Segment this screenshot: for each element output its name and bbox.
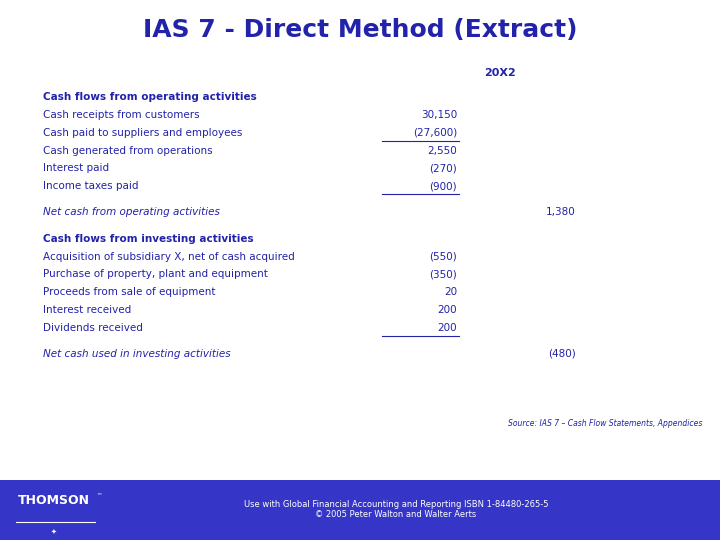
Text: THOMSON: THOMSON [18, 494, 90, 507]
Text: 20: 20 [444, 287, 457, 297]
Text: (900): (900) [430, 181, 457, 191]
Text: Cash flows from investing activities: Cash flows from investing activities [43, 234, 254, 244]
Text: Proceeds from sale of equipment: Proceeds from sale of equipment [43, 287, 216, 297]
Text: IAS 7 - Direct Method (Extract): IAS 7 - Direct Method (Extract) [143, 18, 577, 42]
Text: 30,150: 30,150 [421, 110, 457, 120]
Text: Net cash used in investing activities: Net cash used in investing activities [43, 349, 231, 359]
Text: 200: 200 [438, 323, 457, 333]
Text: 1,380: 1,380 [546, 207, 576, 217]
Text: Income taxes paid: Income taxes paid [43, 181, 139, 191]
Text: Dividends received: Dividends received [43, 323, 143, 333]
Text: ✦: ✦ [51, 529, 57, 535]
Text: Interest paid: Interest paid [43, 164, 109, 173]
Text: Interest received: Interest received [43, 305, 132, 315]
Text: 200: 200 [438, 305, 457, 315]
FancyBboxPatch shape [0, 480, 720, 540]
Text: (480): (480) [548, 349, 576, 359]
Text: ™: ™ [96, 494, 102, 499]
Text: Cash receipts from customers: Cash receipts from customers [43, 110, 200, 120]
Text: Source: IAS 7 – Cash Flow Statements, Appendices: Source: IAS 7 – Cash Flow Statements, Ap… [508, 420, 702, 428]
Text: 20X2: 20X2 [485, 68, 516, 78]
Text: Cash flows from operating activities: Cash flows from operating activities [43, 92, 257, 102]
Text: 2,550: 2,550 [428, 146, 457, 156]
Text: Cash paid to suppliers and employees: Cash paid to suppliers and employees [43, 128, 243, 138]
Text: Net cash from operating activities: Net cash from operating activities [43, 207, 220, 217]
Text: (550): (550) [429, 252, 457, 261]
Text: Acquisition of subsidiary X, net of cash acquired: Acquisition of subsidiary X, net of cash… [43, 252, 295, 261]
Text: (350): (350) [429, 269, 457, 279]
Text: (27,600): (27,600) [413, 128, 457, 138]
Text: (270): (270) [429, 164, 457, 173]
Text: Cash generated from operations: Cash generated from operations [43, 146, 213, 156]
Text: Use with Global Financial Accounting and Reporting ISBN 1-84480-265-5
© 2005 Pet: Use with Global Financial Accounting and… [244, 500, 548, 519]
Text: Purchase of property, plant and equipment: Purchase of property, plant and equipmen… [43, 269, 268, 279]
